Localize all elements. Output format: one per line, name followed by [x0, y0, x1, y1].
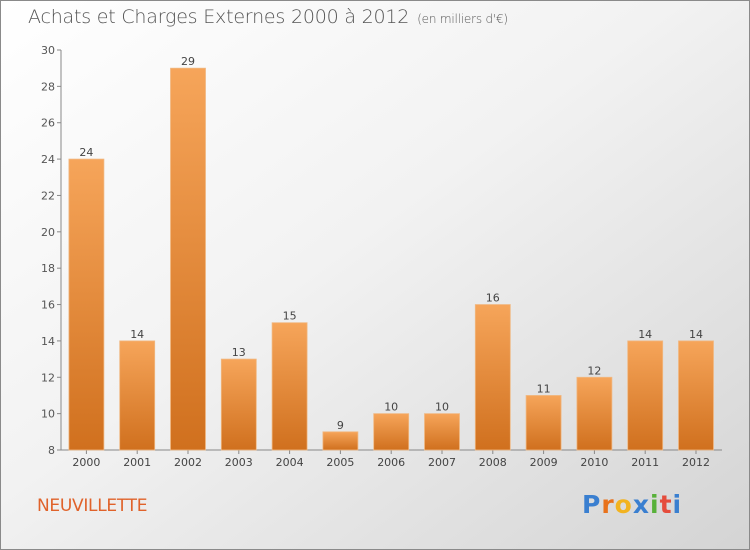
logo-letter: i: [650, 490, 660, 519]
x-tick-label-2012: 2012: [682, 456, 710, 469]
chart-title-text: Achats et Charges Externes 2000 à 2012: [28, 6, 410, 28]
bar-2005: [322, 431, 359, 451]
x-tick-label-2007: 2007: [428, 456, 456, 469]
value-label-2012: 14: [689, 328, 703, 341]
bar-2009: [525, 395, 562, 451]
value-label-2002: 29: [181, 55, 195, 68]
bar-2012: [678, 340, 714, 451]
y-tick-label: 8: [48, 444, 55, 457]
bar-2001: [119, 340, 156, 451]
proxiti-logo[interactable]: Proxiti: [582, 490, 682, 519]
chart-title: Achats et Charges Externes 2000 à 2012 (e…: [28, 6, 508, 28]
value-label-2011: 14: [638, 328, 652, 341]
logo-letter: i: [672, 490, 683, 519]
y-tick-label: 20: [41, 226, 55, 239]
y-tick-label: 30: [41, 44, 55, 57]
x-tick-label-2010: 2010: [580, 456, 608, 469]
x-tick-label-2005: 2005: [326, 456, 354, 469]
x-tick-label-2001: 2001: [123, 456, 151, 469]
value-label-2005: 9: [337, 419, 344, 432]
bar-2004: [271, 322, 308, 451]
y-tick-label: 12: [41, 371, 55, 384]
y-tick-label: 22: [41, 189, 55, 202]
value-label-2000: 24: [79, 146, 93, 159]
value-label-2004: 15: [283, 310, 297, 323]
value-label-2001: 14: [130, 328, 144, 341]
x-tick-label-2002: 2002: [174, 456, 202, 469]
x-tick-label-2003: 2003: [225, 456, 253, 469]
logo-letter: x: [632, 490, 650, 519]
chart-unit: (en milliers d'€): [417, 12, 508, 26]
bars: [68, 67, 714, 451]
logo-letter: t: [659, 490, 673, 519]
y-tick-label: 18: [41, 262, 55, 275]
bar-2002: [170, 67, 206, 451]
value-label-2007: 10: [435, 401, 449, 414]
y-tick-label: 10: [41, 408, 55, 421]
logo-letter: P: [582, 490, 602, 519]
x-tick-label-2009: 2009: [530, 456, 558, 469]
bar-2003: [220, 358, 257, 451]
logo-letter: o: [614, 490, 633, 519]
bar-2011: [627, 340, 664, 451]
commune-name: NEUVILLETTE: [37, 496, 148, 516]
y-tick-label: 28: [41, 80, 55, 93]
x-tick-label-2000: 2000: [72, 456, 100, 469]
logo-letter: r: [601, 490, 615, 519]
x-tick-label-2008: 2008: [479, 456, 507, 469]
bar-2000: [68, 158, 105, 451]
y-tick-label: 24: [41, 153, 55, 166]
bar-2008: [474, 304, 511, 451]
value-labels: 24 2000 14 2001 29 2002 13 2003 15 2004 9 2005 10 200…: [72, 55, 710, 469]
y-tick-label: 16: [41, 299, 55, 312]
bar-2006: [373, 413, 410, 451]
y-tick-label: 26: [41, 117, 55, 130]
value-label-2010: 12: [587, 364, 601, 377]
value-label-2003: 13: [232, 346, 246, 359]
value-label-2006: 10: [384, 401, 398, 414]
x-tick-label-2006: 2006: [377, 456, 405, 469]
value-label-2008: 16: [486, 292, 500, 305]
x-tick-label-2004: 2004: [276, 456, 304, 469]
x-tick-label-2011: 2011: [631, 456, 659, 469]
bar-2007: [424, 413, 460, 451]
bar-2010: [576, 376, 613, 451]
value-label-2009: 11: [537, 382, 551, 395]
y-tick-label: 14: [41, 335, 55, 348]
